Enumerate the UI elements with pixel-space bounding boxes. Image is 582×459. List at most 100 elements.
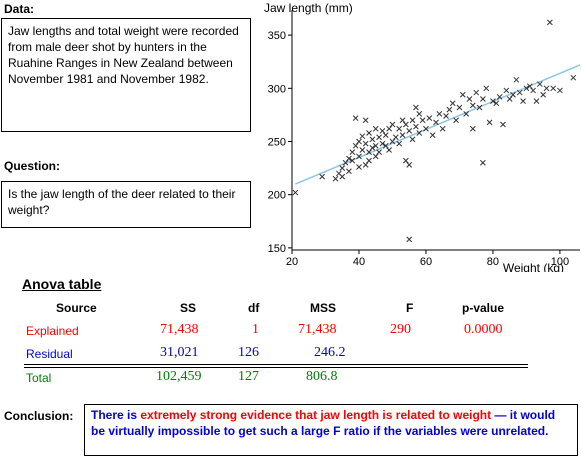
data-point bbox=[503, 87, 510, 94]
data-point bbox=[392, 134, 399, 141]
col-header-ss: SS bbox=[180, 301, 197, 315]
conclusion-text-2: — it would be virtually impossible to ge… bbox=[91, 408, 556, 438]
explained-mss: 71,438 bbox=[298, 322, 337, 337]
data-point bbox=[570, 74, 577, 81]
data-point bbox=[386, 125, 392, 132]
data-point bbox=[379, 140, 386, 147]
explained-f: 290 bbox=[390, 322, 411, 337]
y-tick-label: 200 bbox=[268, 190, 286, 202]
data-point bbox=[352, 115, 359, 121]
question-box: Is the jaw length of the deer related to… bbox=[1, 181, 251, 228]
data-point bbox=[362, 140, 369, 147]
data-point bbox=[352, 142, 359, 149]
table-rule-top bbox=[24, 364, 528, 365]
conclusion-highlight: extremely strong evidence that jaw lengt… bbox=[140, 408, 492, 422]
data-point bbox=[429, 132, 436, 138]
y-tick-label: 150 bbox=[268, 243, 286, 255]
data-description: Jaw lengths and total weight were record… bbox=[8, 24, 239, 86]
data-point bbox=[456, 104, 463, 111]
data-point bbox=[483, 85, 490, 92]
data-point bbox=[359, 147, 366, 153]
data-point bbox=[439, 125, 446, 132]
data-point bbox=[557, 87, 563, 94]
data-point bbox=[356, 153, 362, 160]
data-point bbox=[506, 96, 513, 102]
data-point bbox=[376, 134, 382, 141]
x-tick-label: 40 bbox=[353, 256, 365, 268]
data-heading: Data: bbox=[4, 2, 35, 16]
data-point bbox=[413, 123, 419, 130]
data-point bbox=[403, 121, 409, 128]
y-tick-label: 300 bbox=[268, 83, 286, 95]
data-point bbox=[362, 162, 369, 168]
data-point bbox=[356, 164, 362, 170]
explained-ss: 71,438 bbox=[160, 322, 199, 337]
data-point bbox=[389, 138, 396, 145]
data-point bbox=[382, 142, 389, 149]
question-text: Is the jaw length of the deer related to… bbox=[8, 187, 236, 217]
scatter-chart: Jaw length (mm) Weight (kg) 150 200 250 300… bbox=[264, 1, 581, 272]
total-mss: 806.8 bbox=[306, 369, 338, 384]
data-point bbox=[547, 19, 553, 26]
col-header-f: F bbox=[406, 301, 414, 315]
data-point bbox=[463, 111, 469, 117]
data-point bbox=[533, 98, 540, 104]
anova-title: Anova table bbox=[22, 276, 102, 292]
data-point bbox=[493, 100, 500, 107]
data-point bbox=[473, 89, 480, 96]
data-point bbox=[406, 236, 413, 243]
data-point bbox=[520, 98, 526, 104]
data-point bbox=[480, 96, 486, 102]
data-point bbox=[406, 128, 413, 134]
data-point bbox=[476, 104, 483, 111]
table-rule-bottom bbox=[24, 367, 528, 368]
data-point bbox=[516, 89, 523, 96]
data-point bbox=[523, 85, 530, 92]
y-tick-label: 350 bbox=[268, 30, 286, 42]
row-label-residual: Residual bbox=[26, 347, 73, 361]
col-header-source: Source bbox=[56, 301, 97, 315]
data-point bbox=[339, 165, 346, 171]
data-point bbox=[372, 153, 379, 160]
data-point bbox=[369, 145, 376, 151]
data-point bbox=[513, 76, 520, 83]
data-point bbox=[426, 115, 433, 121]
data-point bbox=[376, 149, 382, 155]
data-point bbox=[346, 155, 352, 162]
data-point bbox=[496, 93, 503, 100]
data-point bbox=[459, 91, 466, 98]
residual-df: 126 bbox=[238, 345, 259, 360]
data-point bbox=[386, 147, 392, 153]
data-point bbox=[550, 85, 557, 92]
data-point bbox=[466, 96, 473, 102]
data-point bbox=[396, 125, 403, 132]
data-point bbox=[433, 119, 439, 126]
data-point bbox=[399, 117, 406, 124]
data-point bbox=[480, 159, 486, 166]
data-point bbox=[396, 140, 403, 147]
explained-df: 1 bbox=[252, 322, 259, 337]
x-tick-label: 100 bbox=[551, 256, 569, 268]
data-point bbox=[339, 173, 346, 180]
question-heading: Question: bbox=[4, 159, 60, 173]
data-point bbox=[366, 157, 372, 164]
residual-mss: 246.2 bbox=[314, 345, 346, 360]
data-point bbox=[436, 111, 443, 117]
data-point bbox=[366, 130, 372, 136]
data-point bbox=[540, 91, 547, 98]
data-point bbox=[362, 117, 369, 124]
conclusion-heading: Conclusion: bbox=[4, 409, 74, 423]
data-point bbox=[423, 125, 429, 132]
conclusion-text-1: There is bbox=[91, 408, 141, 422]
x-tick-label: 20 bbox=[286, 256, 298, 268]
row-label-total: Total bbox=[26, 371, 52, 385]
col-header-df: df bbox=[248, 301, 260, 315]
data-point bbox=[490, 98, 496, 104]
data-point bbox=[500, 121, 506, 128]
data-point bbox=[292, 189, 299, 196]
data-point bbox=[443, 113, 449, 119]
data-point bbox=[356, 138, 362, 145]
data-point bbox=[413, 104, 419, 111]
data-point bbox=[510, 91, 516, 98]
explained-p-value: 0.0000 bbox=[464, 322, 503, 337]
